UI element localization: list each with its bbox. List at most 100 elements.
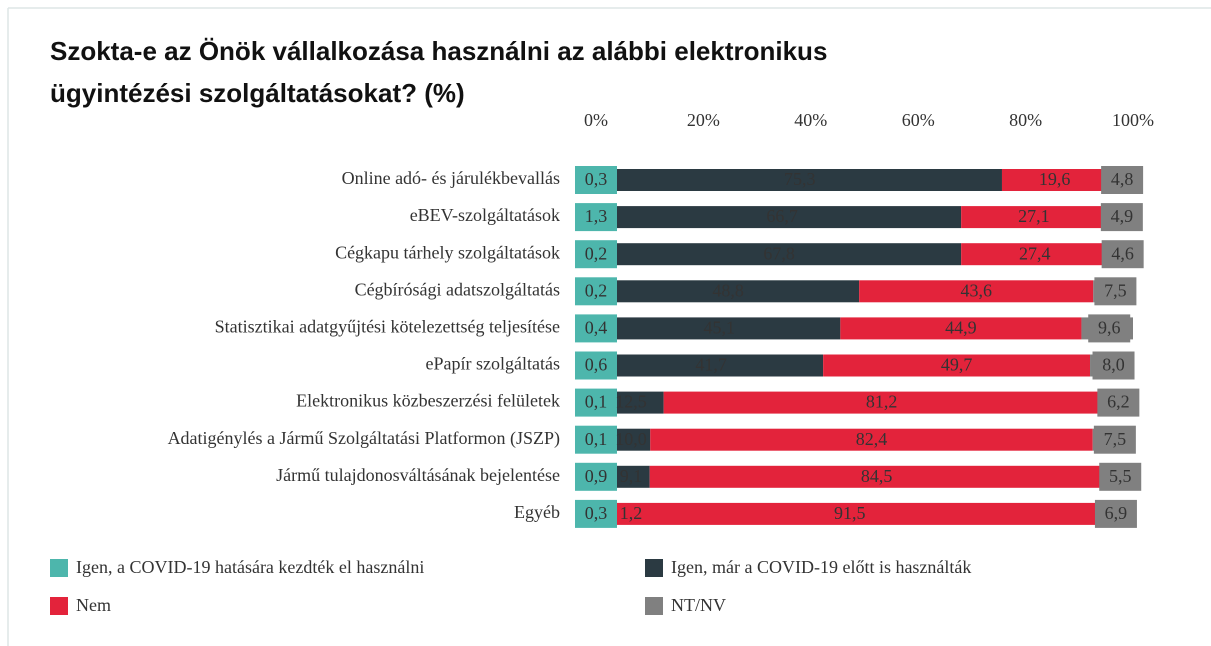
label-box xyxy=(575,314,617,343)
bar-segment xyxy=(597,280,860,303)
value-label: 82,4 xyxy=(856,429,888,449)
value-label: 75,3 xyxy=(784,169,816,189)
bar-segment xyxy=(597,169,1002,191)
value-label: 27,4 xyxy=(1019,243,1051,263)
value-label: 1,3 xyxy=(585,206,608,226)
value-label: 84,5 xyxy=(861,466,893,486)
value-label: 19,6 xyxy=(1039,169,1071,189)
bar-segment xyxy=(649,465,1104,488)
bar-segment xyxy=(650,428,1093,451)
label-box xyxy=(1093,425,1136,454)
value-label: 67,8 xyxy=(763,243,795,263)
legend-swatch xyxy=(50,597,68,615)
bar-segment xyxy=(602,206,962,229)
bar-segment xyxy=(823,354,1091,377)
value-label: 45,1 xyxy=(703,318,735,338)
value-label: 7,5 xyxy=(1104,429,1127,449)
value-label: 12,5 xyxy=(615,392,647,412)
value-label: 1,2 xyxy=(620,503,643,523)
x-tick-label: 100% xyxy=(1112,110,1154,130)
label-box xyxy=(1099,462,1142,491)
label-box xyxy=(575,388,617,417)
label-box xyxy=(1094,499,1137,528)
value-label: 0,6 xyxy=(585,355,608,375)
category-label: Cégbírósági adatszolgáltatás xyxy=(355,279,560,299)
category-label: Adatigénylés a Jármű Szolgáltatási Platf… xyxy=(168,428,560,449)
label-box xyxy=(1092,351,1135,380)
value-label: 44,9 xyxy=(945,318,977,338)
legend-swatch xyxy=(645,559,663,577)
bar-segment xyxy=(840,317,1082,340)
x-tick-label: 60% xyxy=(902,110,935,130)
bar-segment xyxy=(604,502,1096,525)
value-label: 10,0 xyxy=(615,429,647,449)
value-label: 5,5 xyxy=(1109,466,1132,486)
category-label: Statisztikai adatgyűjtési kötelezettség … xyxy=(215,317,560,337)
x-tick-label: 80% xyxy=(1009,110,1042,130)
bar-segment xyxy=(1001,169,1108,191)
bar-segment xyxy=(859,280,1094,303)
label-box xyxy=(1101,240,1144,269)
category-label: eBEV-szolgáltatások xyxy=(410,205,560,225)
value-label: 4,9 xyxy=(1111,206,1134,226)
value-label: 9,1 xyxy=(620,466,643,486)
value-label: 0,1 xyxy=(585,392,608,412)
value-label: 91,5 xyxy=(834,503,866,523)
label-box xyxy=(1094,277,1137,306)
value-label: 66,7 xyxy=(766,206,798,226)
label-box xyxy=(575,277,617,306)
x-tick-label: 0% xyxy=(584,110,608,130)
label-box xyxy=(1101,166,1144,194)
value-label: 0,2 xyxy=(585,280,608,300)
label-box xyxy=(575,462,617,491)
bar-segment xyxy=(597,243,962,266)
value-label: 49,7 xyxy=(941,355,973,375)
value-label: 0,9 xyxy=(585,466,608,486)
value-label: 0,2 xyxy=(585,243,608,263)
x-tick-label: 20% xyxy=(687,110,720,130)
category-label: Online adó- és járulékbevallás xyxy=(342,168,560,188)
bar-segment xyxy=(961,206,1107,229)
legend-label: Nem xyxy=(76,595,111,615)
value-label: 0,3 xyxy=(585,169,608,189)
legend-swatch xyxy=(645,597,663,615)
value-label: 6,9 xyxy=(1105,503,1128,523)
value-label: 0,3 xyxy=(585,503,608,523)
category-label: Jármű tulajdonosváltásának bejelentése xyxy=(276,465,560,485)
value-label: 0,1 xyxy=(585,429,608,449)
category-label: ePapír szolgáltatás xyxy=(426,354,560,374)
value-label: 4,8 xyxy=(1111,169,1134,189)
bar-segment xyxy=(961,243,1109,266)
value-label: 81,2 xyxy=(866,392,898,412)
legend-label: NT/NV xyxy=(671,595,726,615)
label-box xyxy=(575,240,617,269)
category-label: Cégkapu tárhely szolgáltatások xyxy=(335,242,560,262)
legend-swatch xyxy=(50,559,68,577)
label-box xyxy=(1088,314,1131,343)
chart-title: Szokta-e az Önök vállalkozása használni … xyxy=(50,36,828,108)
value-label: 43,6 xyxy=(960,280,992,300)
value-label: 4,6 xyxy=(1111,243,1134,263)
label-box xyxy=(575,351,617,380)
x-tick-label: 40% xyxy=(794,110,827,130)
label-box xyxy=(575,499,617,528)
value-label: 7,5 xyxy=(1104,280,1127,300)
value-label: 8,0 xyxy=(1102,355,1125,375)
bar-segment xyxy=(663,391,1100,414)
label-box xyxy=(575,166,617,194)
value-label: 27,1 xyxy=(1018,206,1050,226)
label-box xyxy=(1097,388,1140,417)
value-label: 6,2 xyxy=(1107,392,1130,412)
label-box xyxy=(575,203,617,232)
value-label: 41,7 xyxy=(695,355,727,375)
value-label: 48,8 xyxy=(712,280,744,300)
category-label: Elektronikus közbeszerzési felületek xyxy=(296,391,560,411)
legend-label: Igen, már a COVID-19 előtt is használták xyxy=(671,557,971,577)
value-label: 9,6 xyxy=(1098,318,1121,338)
category-label: Egyéb xyxy=(514,502,560,522)
value-label: 0,4 xyxy=(585,318,608,338)
legend-label: Igen, a COVID-19 hatására kezdték el has… xyxy=(76,557,424,577)
label-box xyxy=(575,425,617,454)
